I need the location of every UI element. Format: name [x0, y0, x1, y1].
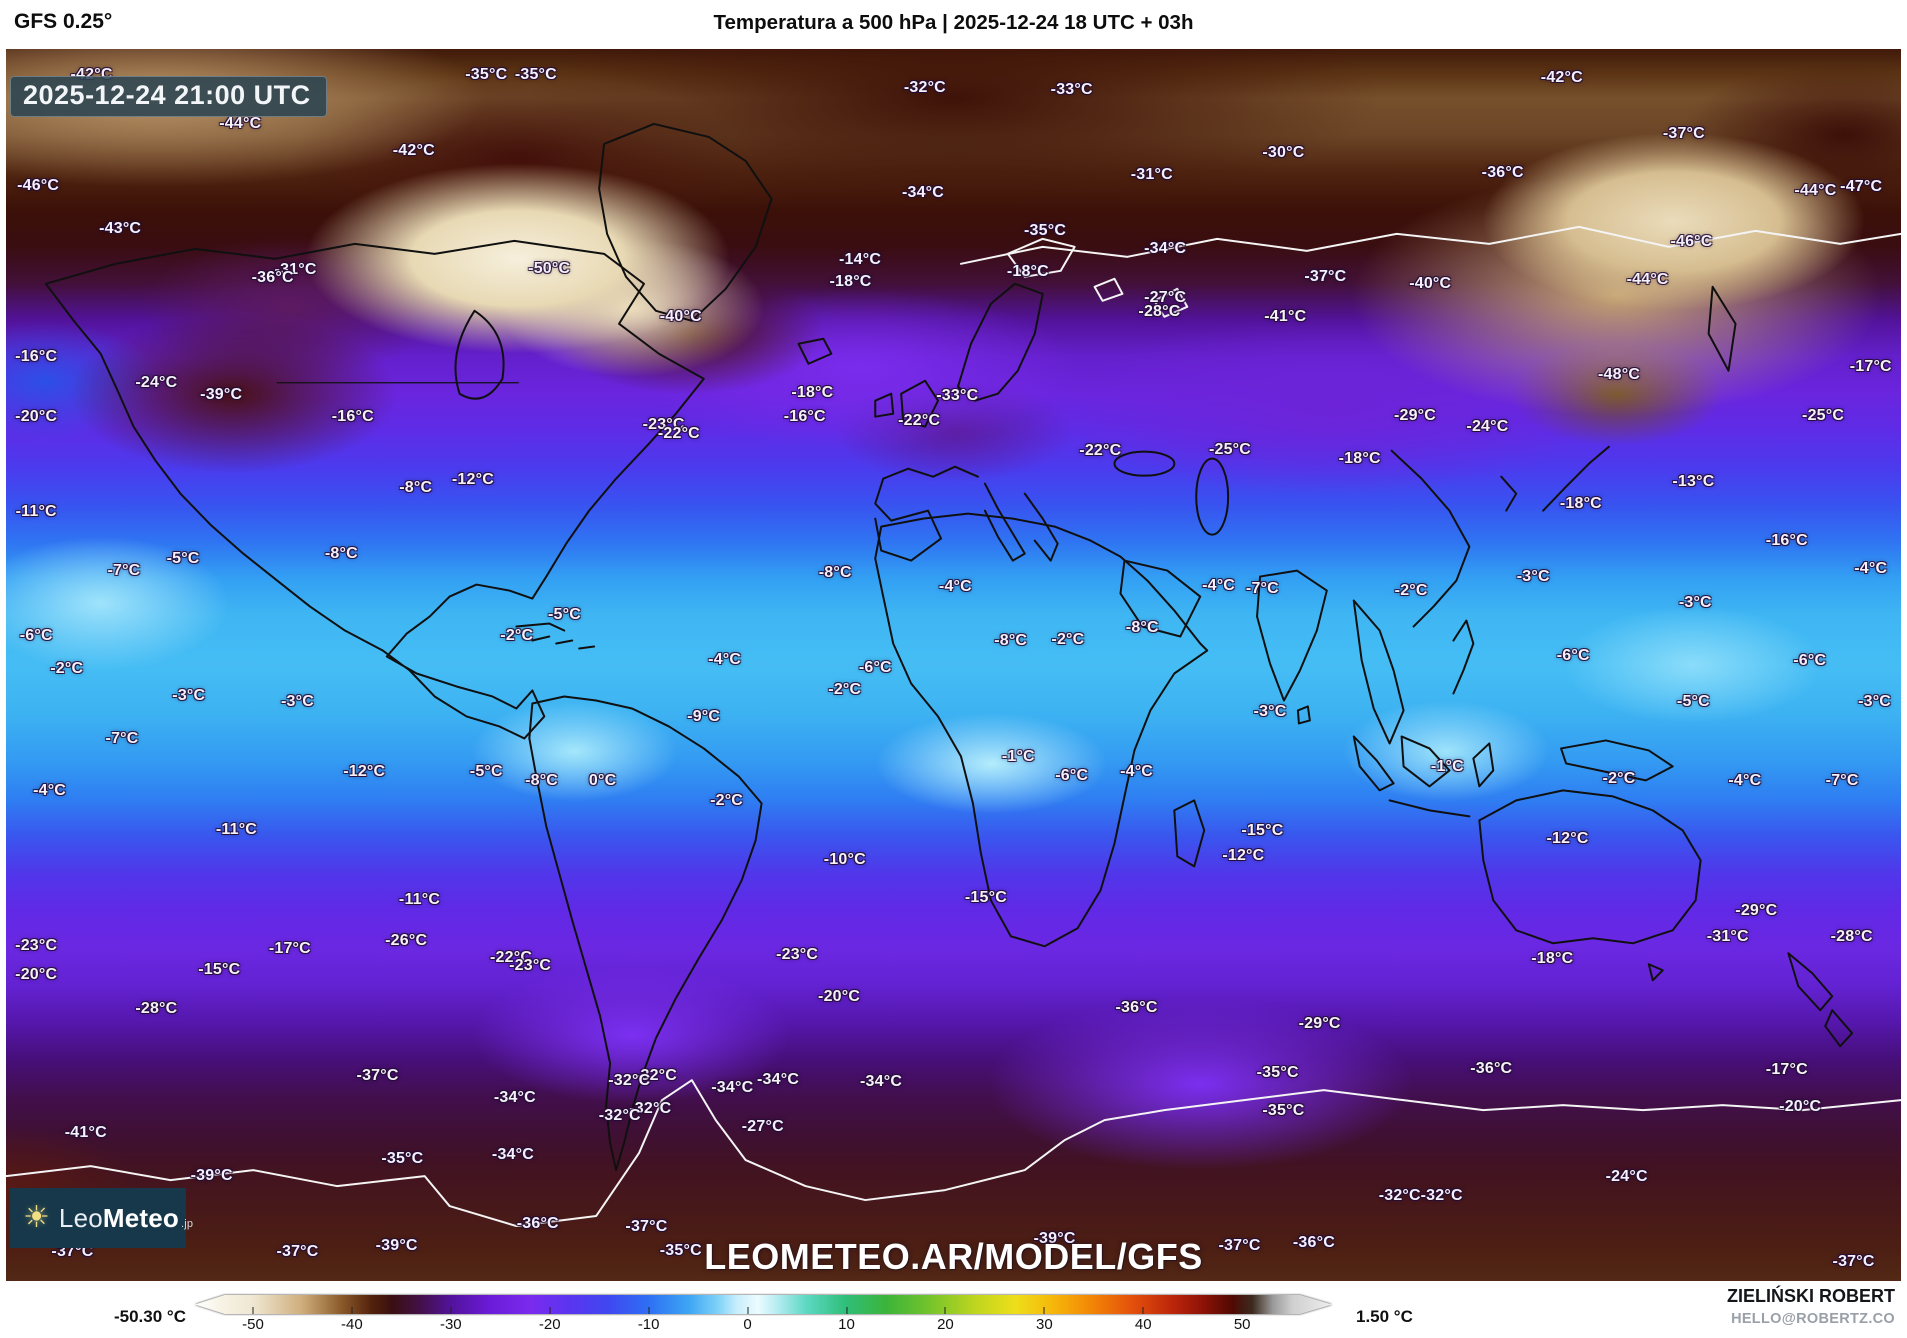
colorbar-tick-label: 10: [838, 1316, 855, 1333]
logo-text: LeoMeteo .jp: [59, 1203, 193, 1234]
colorbar-tick-label: -10: [637, 1316, 660, 1333]
coast-australia: [1478, 789, 1702, 982]
sun-icon: ☀: [23, 1201, 50, 1234]
coast-hudson-bay: [454, 309, 505, 400]
logo-suffix: .jp: [181, 1217, 194, 1230]
colorbar-tick: [1043, 1307, 1045, 1314]
coast-uk-ireland: [874, 379, 940, 428]
colorbar-gradient: [195, 1295, 1332, 1314]
colorbar-tick: [1241, 1307, 1243, 1314]
coast-se-asia: [1352, 599, 1405, 745]
credit-name: ZIELIŃSKI ROBERT: [1726, 1286, 1895, 1306]
coast-arabia: [1119, 559, 1202, 638]
coast-caspian-sea: [1195, 457, 1230, 536]
coast-china-japan: [1390, 445, 1610, 628]
credit-email: HELLO@ROBERTZ.CO: [1731, 1311, 1895, 1327]
coast-new-zealand: [1787, 952, 1854, 1048]
model-label: GFS 0.25°: [14, 10, 113, 33]
colorbar-tick: [648, 1307, 650, 1314]
coast-south-america: [528, 695, 763, 1172]
coast-antarctica: [6, 1079, 1901, 1228]
colorbar-min-label: -50.30 °C: [113, 1307, 186, 1326]
colorbar-tick: [747, 1307, 749, 1314]
colorbar-tick-label: 20: [937, 1316, 954, 1333]
colorbar-tick: [944, 1307, 946, 1314]
colorbar-tick-label: -30: [439, 1316, 462, 1333]
colorbar-tick: [846, 1307, 847, 1314]
colorbar-tick: [1142, 1307, 1144, 1314]
leometeo-logo: ☀ LeoMeteo .jp: [10, 1188, 193, 1248]
colorbar-max-label: 1.50 °C: [1356, 1307, 1413, 1326]
colorbar: [195, 1295, 1332, 1314]
coast-new-guinea: [1560, 739, 1674, 782]
world-temperature-map: [6, 49, 1901, 1281]
coast-iceland: [797, 337, 833, 365]
coast-north-america: [44, 239, 705, 740]
colorbar-tick-label: 0: [743, 1316, 752, 1333]
colorbar-tick: [450, 1307, 452, 1314]
colorbar-tick: [252, 1307, 254, 1314]
colorbar-tick: [351, 1307, 353, 1314]
colorbar-tick-label: 40: [1134, 1316, 1152, 1333]
colorbar-tick-label: 50: [1233, 1316, 1251, 1333]
colorbar-tick-label: -50: [242, 1316, 264, 1333]
colorbar-tick: [549, 1307, 551, 1314]
colorbar-ticks: -50 -40 -30 -20 -10 0 10 20 30 40 50: [195, 1307, 1332, 1337]
logo-text-bold: Meteo: [102, 1202, 180, 1233]
colorbar-tick-label: 30: [1035, 1316, 1053, 1333]
coast-india: [1256, 569, 1328, 725]
coast-europe-south: [874, 465, 1059, 562]
coast-arctic-islands: [1006, 237, 1189, 318]
colorbar-tick-label: -40: [341, 1316, 363, 1333]
timestamp-badge: 2025-12-24 21:00 UTC: [10, 76, 327, 117]
coastlines-layer: [6, 122, 1901, 1228]
coast-greenland: [598, 122, 773, 322]
coast-africa: [874, 512, 1209, 948]
coast-caribbean: [515, 622, 596, 650]
coast-indonesia: [1352, 619, 1495, 818]
logo-text-light: Leo: [58, 1202, 103, 1233]
coast-black-sea: [1113, 450, 1176, 477]
coast-scandinavia: [956, 282, 1044, 402]
coast-kamchatka: [1707, 285, 1737, 372]
page-title: Temperatura a 500 hPa | 2025-12-24 18 UT…: [713, 11, 1194, 34]
colorbar-tick-label: -20: [538, 1316, 561, 1333]
watermark: LEOMETEO.AR/MODEL/GFS: [704, 1236, 1203, 1277]
coast-arctic-russia: [959, 225, 1901, 265]
coast-madagascar: [1173, 799, 1206, 868]
